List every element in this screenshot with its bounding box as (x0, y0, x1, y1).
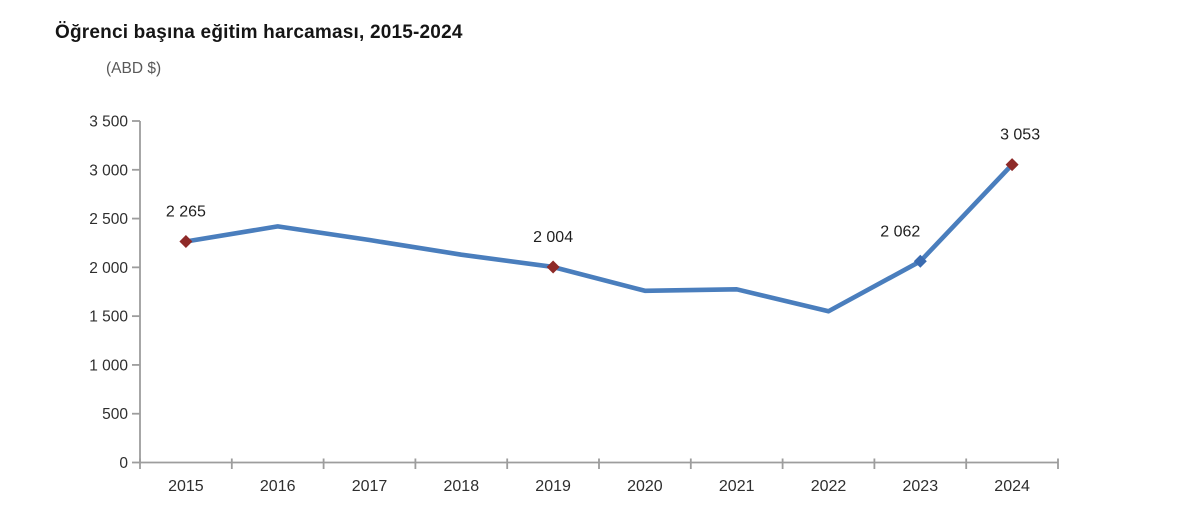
data-point-label-2023: 2 062 (880, 223, 920, 240)
data-point-marker-2024 (1005, 158, 1019, 172)
data-point-label-2024: 3 053 (1000, 127, 1040, 144)
data-point-marker-2023 (913, 254, 927, 268)
x-axis-category-label: 2023 (903, 478, 939, 495)
x-axis-category-label: 2019 (535, 478, 571, 495)
y-axis-tick-label: 2 000 (89, 260, 128, 277)
series-line (183, 162, 1015, 314)
y-axis-tick-label: 3 500 (89, 114, 128, 131)
data-point-label-2019: 2 004 (533, 229, 573, 246)
data-point-marker-2019 (546, 260, 560, 274)
x-axis-category-label: 2018 (444, 478, 480, 495)
x-axis-category-label: 2022 (811, 478, 847, 495)
x-axis-category-label: 2021 (719, 478, 755, 495)
x-axis-category-label: 2016 (260, 478, 296, 495)
y-axis-tick-label: 3 000 (89, 162, 128, 179)
data-point-marker-2015 (179, 235, 193, 249)
data-point-label-2015: 2 265 (166, 204, 206, 221)
y-axis-tick-label: 0 (119, 455, 128, 472)
chart-unit-label: (ABD $) (106, 60, 162, 77)
y-axis-tick-label: 2 500 (89, 211, 128, 228)
y-axis-tick-label: 500 (102, 406, 128, 423)
x-axis-category-label: 2020 (627, 478, 663, 495)
x-axis-category-label: 2017 (352, 478, 388, 495)
y-axis-tick-label: 1 000 (89, 357, 128, 374)
x-axis-category-label: 2015 (168, 478, 204, 495)
y-axis-tick-label: 1 500 (89, 309, 128, 326)
x-axis-category-label: 2024 (994, 478, 1030, 495)
chart-title: Öğrenci başına eğitim harcaması, 2015-20… (55, 22, 463, 43)
